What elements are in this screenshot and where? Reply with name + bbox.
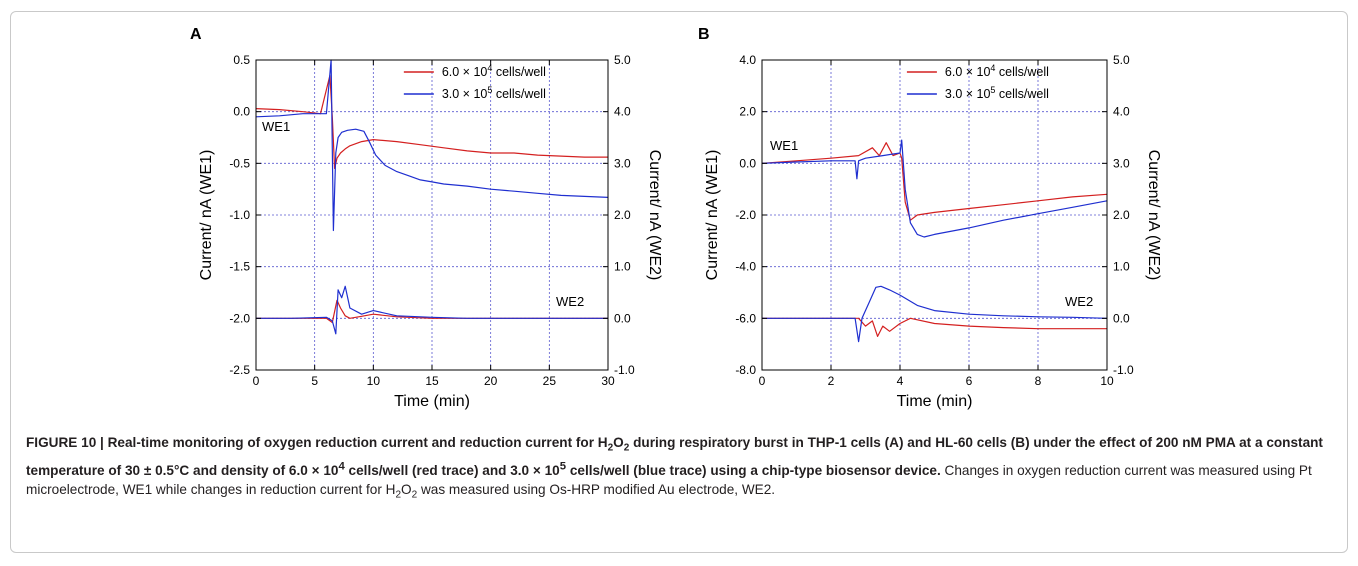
y-tick-label-right: 3.0 xyxy=(614,156,631,170)
x-tick-label: 10 xyxy=(1100,374,1114,388)
series-line-we2-blue xyxy=(762,285,1108,343)
y-axis-label-right: Current/ nA (WE2) xyxy=(1145,150,1162,281)
annotation-we1: WE1 xyxy=(770,138,798,153)
x-tick-label: 5 xyxy=(311,374,318,388)
series-line-we1-blue xyxy=(761,139,1108,238)
x-tick-label: 0 xyxy=(253,374,260,388)
y-tick-label-left: -6.0 xyxy=(735,311,756,325)
y-tick-label-right: 1.0 xyxy=(1113,260,1130,274)
y-tick-label-left: 2.0 xyxy=(739,105,756,119)
y-tick-label-right: 4.0 xyxy=(1113,105,1130,119)
y-tick-label-left: 0.0 xyxy=(233,105,250,119)
annotation-we2: WE2 xyxy=(1065,294,1093,309)
y-tick-label-right: 5.0 xyxy=(614,53,631,67)
legend-entry: 6.0 × 104 cells/well xyxy=(945,63,1049,79)
x-axis-label: Time (min) xyxy=(897,393,973,410)
figure-frame xyxy=(10,11,1348,553)
annotation-we1: WE1 xyxy=(262,119,290,134)
caption-title: FIGURE 10 | Real-time monitoring of oxyg… xyxy=(26,435,1323,479)
x-tick-label: 10 xyxy=(367,374,381,388)
x-tick-label: 20 xyxy=(484,374,498,388)
y-tick-label-right: 4.0 xyxy=(614,105,631,119)
caption-body: Changes in oxygen reduction current was … xyxy=(26,463,1312,501)
chart-panel-a: A 0 5 10 15 20 25 30 0.5 0.0 -0.5 -1.0 -1.5 -2.0 -2.5 5… xyxy=(190,26,663,410)
annotation-we2: WE2 xyxy=(556,294,584,309)
y-tick-label-right: 0.0 xyxy=(1113,311,1130,325)
x-tick-label: 30 xyxy=(601,374,615,388)
chart-panel-b: B 0 2 4 6 8 10 4.0 2.0 0.0 -2.0 -4.0 -6.0 -8.0 5.0 4.0 3… xyxy=(698,26,1162,410)
series-line-we2-blue xyxy=(256,285,608,335)
y-tick-label-left: -8.0 xyxy=(735,363,756,377)
y-tick-label-left: -1.5 xyxy=(229,260,250,274)
legend-entry: 6.0 × 104 cells/well xyxy=(442,63,546,79)
x-tick-label: 4 xyxy=(897,374,904,388)
y-tick-label-right: 1.0 xyxy=(614,260,631,274)
y-tick-label-right: 2.0 xyxy=(614,208,631,222)
y-tick-label-right: 3.0 xyxy=(1113,156,1130,170)
y-tick-label-right: 5.0 xyxy=(1113,53,1130,67)
y-tick-label-right: 0.0 xyxy=(614,311,631,325)
y-tick-label-left: -2.0 xyxy=(735,208,756,222)
y-tick-label-left: -0.5 xyxy=(229,156,250,170)
y-tick-label-left: 0.5 xyxy=(233,53,250,67)
y-tick-label-left: -4.0 xyxy=(735,260,756,274)
series-line-we1-blue xyxy=(255,59,609,232)
y-tick-label-left: -2.5 xyxy=(229,363,250,377)
x-tick-label: 6 xyxy=(966,374,973,388)
y-tick-label-right: -1.0 xyxy=(1113,363,1134,377)
panel-label: A xyxy=(190,26,202,43)
legend-entry: 3.0 × 105 cells/well xyxy=(945,85,1049,101)
x-axis-label: Time (min) xyxy=(394,393,470,410)
y-axis-label-left: Current/ nA (WE1) xyxy=(704,150,721,281)
y-tick-label-left: 0.0 xyxy=(739,156,756,170)
y-tick-label-right: -1.0 xyxy=(614,363,635,377)
y-tick-label-right: 2.0 xyxy=(1113,208,1130,222)
figure-charts: A0 5 10 15 20 25 300.50.0-0.5-1.0-1.5-2.0-2.55… xyxy=(190,26,1162,410)
legend-entry: 3.0 × 105 cells/well xyxy=(442,85,546,101)
y-axis-label-left: Current/ nA (WE1) xyxy=(198,150,215,281)
x-tick-label: 8 xyxy=(1035,374,1042,388)
x-tick-label: 15 xyxy=(425,374,439,388)
y-tick-label-left: -2.0 xyxy=(229,311,250,325)
panel-label: B xyxy=(698,26,710,43)
y-tick-label-left: -1.0 xyxy=(229,208,250,222)
y-axis-label-right: Current/ nA (WE2) xyxy=(646,150,663,281)
y-tick-label-left: 4.0 xyxy=(739,53,756,67)
series-line-we1-red xyxy=(255,74,608,170)
x-tick-label: 25 xyxy=(543,374,557,388)
series-line-we1-red xyxy=(761,142,1108,221)
x-tick-label: 0 xyxy=(759,374,766,388)
figure-caption: FIGURE 10 | Real-time monitoring of oxyg… xyxy=(26,433,1336,505)
x-tick-label: 2 xyxy=(828,374,835,388)
